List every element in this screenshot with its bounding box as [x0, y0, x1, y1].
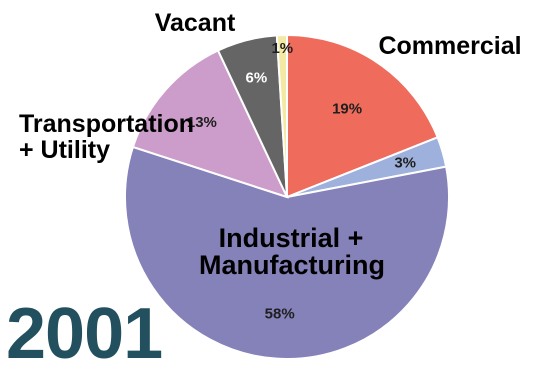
- category-label: Transportation + Utility: [19, 110, 194, 164]
- category-label: Commercial: [378, 32, 521, 60]
- pie-labels: 19% 3% 58% 13% 6%1% Commercial Industrial + Man…: [19, 9, 522, 322]
- pie-slice: [131, 49, 289, 199]
- pie-slice: [286, 33, 439, 199]
- slice-percent-label: 3%: [394, 155, 416, 172]
- slice-percent-label: 13%: [187, 114, 217, 131]
- pie-slice: [124, 145, 450, 361]
- pie-slice: [275, 33, 288, 198]
- slice-percent-label: 6%: [246, 70, 268, 87]
- year-title: 2001: [6, 294, 163, 374]
- slice-percent-label: 19%: [332, 101, 362, 118]
- category-label: Vacant: [155, 9, 236, 37]
- slice-percent-label: 1%: [271, 40, 293, 57]
- category-label: Industrial + Manufacturing: [199, 223, 385, 280]
- pie-slices: [124, 33, 450, 361]
- slice-percent-label: 58%: [265, 305, 295, 322]
